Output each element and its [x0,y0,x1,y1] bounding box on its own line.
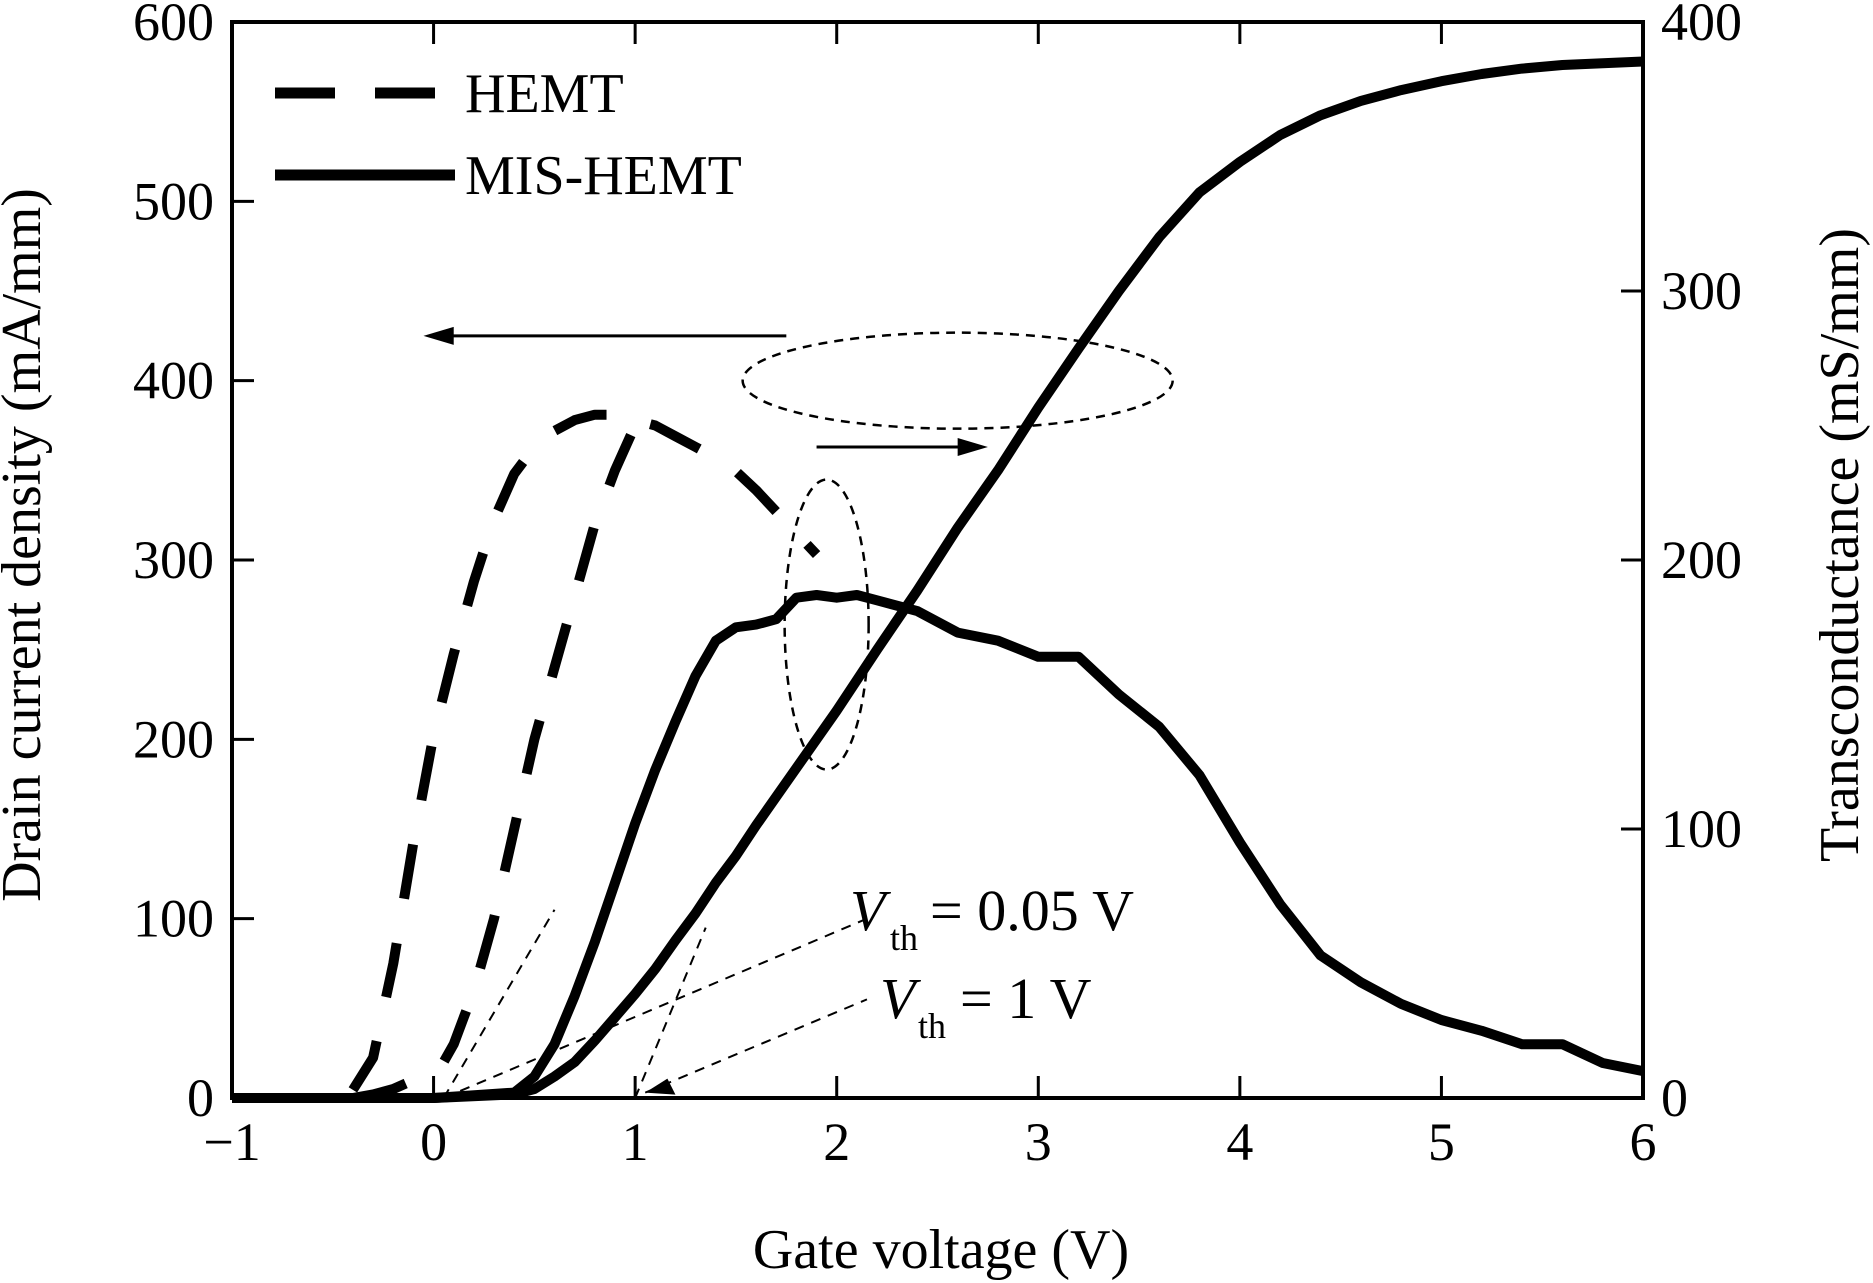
y2-tick-label: 0 [1661,1068,1688,1128]
annotation-vth-2-label: V [880,966,922,1031]
annotation-layer [423,326,1174,1099]
y2-axis-title: Transconductance (mS/mm) [1809,228,1871,862]
legend-label-mis-hemt: MIS-HEMT [465,145,742,207]
x-tick-label: 3 [1025,1112,1052,1172]
vth-leader-extrapolation-1 [442,909,556,1099]
hemt-gm-line [348,409,821,1093]
annotation-vth-1-sub: th [890,918,918,958]
annotation-vth-1-label: V [850,878,892,943]
annotation-vth-2: V th = 1 V [880,966,1092,1046]
series-layer [232,56,1644,1103]
y2-tick-label: 400 [1661,0,1742,52]
x-tick-label: 5 [1428,1112,1455,1172]
y-tick-label: 0 [187,1068,214,1128]
x-tick-label: 4 [1226,1112,1253,1172]
vth-leader-1 [443,917,868,1099]
arrowhead-right [957,438,988,457]
y-tick-label: 100 [133,889,214,949]
hemt-id-line [352,412,649,1103]
vth-leader-extrapolation-2 [634,927,707,1099]
legend: HEMT MIS-HEMT [275,63,742,207]
y-tick-label: 300 [133,530,214,590]
x-tick-label: 6 [1630,1112,1657,1172]
y2-tick-label: 300 [1661,261,1742,321]
x-tick-label: 2 [823,1112,850,1172]
x-axis-title: Gate voltage (V) [753,1219,1129,1281]
arrowhead-left [423,326,454,345]
mis-hemt-id-line [232,56,1644,1103]
annotation-vth-1-value: = 0.05 V [930,878,1134,943]
x-tick-label: 0 [420,1112,447,1172]
y-axis-title: Drain current density (mA/mm) [0,188,53,902]
y-tick-label: 600 [133,0,214,52]
axis-layer: −1 0 1 2 3 4 5 60100200300400500600010020030040… [133,0,1742,1172]
y-tick-label: 500 [133,171,214,231]
annotation-vth-2-value: = 1 V [960,966,1092,1031]
legend-label-hemt: HEMT [465,63,624,125]
mis-hemt-gm-line [232,590,1644,1103]
vth-leader-2 [644,998,868,1094]
annotation-vth-2-sub: th [918,1006,946,1046]
x-tick-label: −1 [203,1112,260,1172]
annotation-vth-1: V th = 0.05 V [850,878,1134,958]
y-tick-label: 400 [133,351,214,411]
y2-tick-label: 200 [1661,530,1742,590]
x-tick-label: 1 [622,1112,649,1172]
y2-tick-label: 100 [1661,799,1742,859]
y-tick-label: 200 [133,709,214,769]
ellipse-marker-right-axis [783,478,870,771]
ellipse-marker-left-axis [741,331,1174,430]
vth-arrowhead-2 [645,1078,676,1095]
